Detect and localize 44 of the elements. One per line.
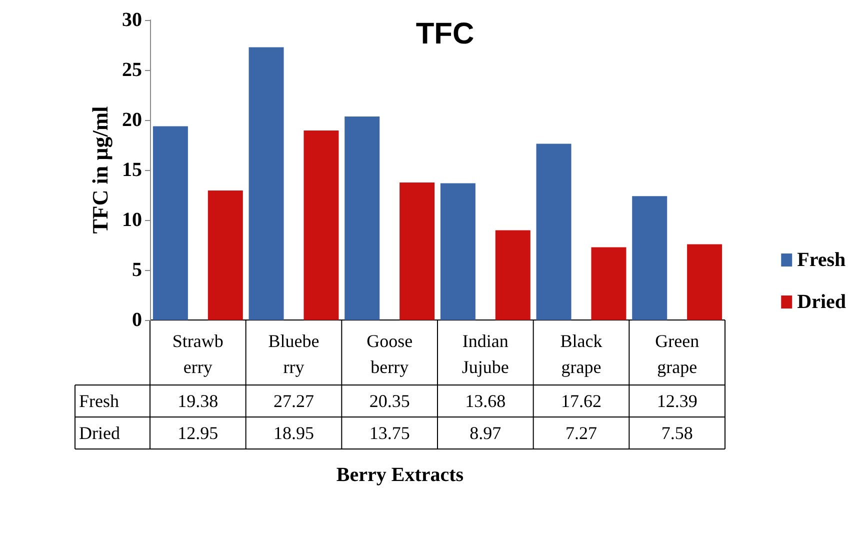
legend-label: Fresh (797, 249, 846, 271)
data-label: 20.35 (369, 391, 410, 411)
bar (495, 230, 530, 320)
data-label: 18.95 (274, 423, 314, 443)
bar (152, 126, 188, 320)
x-tick-label: Indian Jujube (462, 331, 509, 377)
data-label: 27.27 (274, 391, 314, 411)
bar (304, 130, 339, 320)
data-label: 13.75 (369, 423, 410, 443)
bar (248, 47, 284, 320)
data-label: 7.27 (566, 423, 597, 443)
x-axis-title: Berry Extracts (336, 464, 464, 486)
text: Dried (79, 423, 120, 443)
data-label: 12.39 (656, 391, 698, 411)
x-tick-label: Black grape (560, 331, 602, 377)
y-tick-label: 10 (122, 209, 142, 231)
data-label: 7.58 (661, 423, 693, 443)
data-label: 17.62 (561, 391, 602, 411)
data-label: 12.95 (178, 423, 218, 443)
y-tick-label: 0 (132, 309, 142, 331)
bar (536, 144, 572, 320)
bar (440, 183, 476, 320)
bar (344, 116, 380, 320)
y-tick-label: 5 (132, 259, 142, 281)
x-tick-label: Green grape (655, 331, 700, 377)
chart-title: TFC (416, 18, 474, 50)
data-label: 19.38 (178, 391, 218, 411)
data-label: 8.97 (470, 423, 502, 443)
bar (632, 196, 668, 320)
y-tick-label: 20 (122, 109, 142, 131)
text: Fresh (79, 391, 119, 411)
x-tick-label: Bluebe rry (268, 331, 320, 377)
y-tick-label: 25 (122, 59, 142, 81)
x-tick-label: Strawb erry (172, 331, 224, 377)
bar (208, 190, 243, 320)
bar (687, 244, 722, 320)
x-tick-label: Goose berry (366, 331, 413, 377)
y-tick-label: 30 (122, 9, 142, 31)
legend-label: Dried (797, 291, 846, 313)
y-tick-label: 15 (122, 159, 142, 181)
bar (400, 182, 435, 320)
y-axis-title: TFC in µg/ml (88, 106, 113, 234)
bar (591, 247, 626, 320)
data-label: 13.68 (465, 391, 506, 411)
